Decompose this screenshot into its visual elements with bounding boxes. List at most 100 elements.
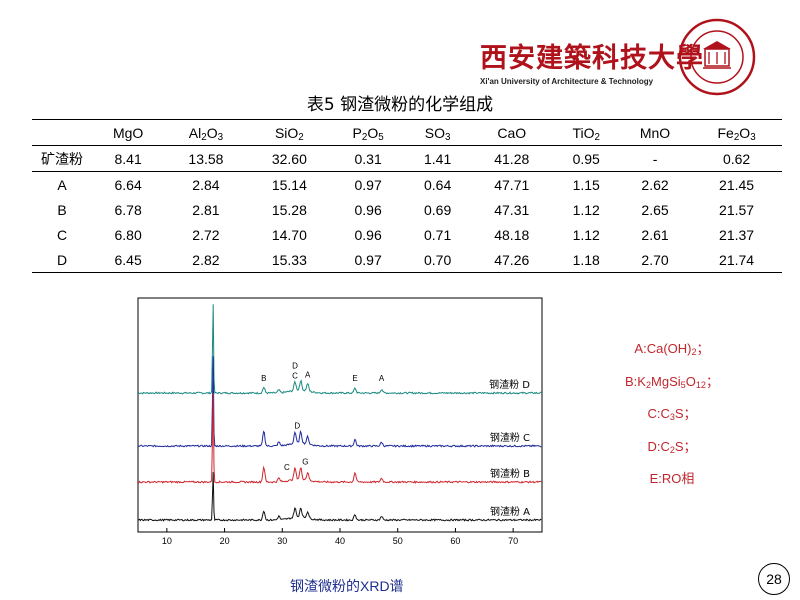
table-cell: 13.58 — [188, 150, 224, 167]
table-cell: 6.45 — [114, 251, 142, 268]
table-cell: 0.97 — [354, 176, 382, 193]
legend-entry-1: B:K2MgSi5O12； — [625, 373, 719, 390]
table-header-row: MgO Al2O3 SiO2 P2O5 SO3 CaO TiO2 MnO Fe2O3 — [32, 119, 782, 146]
table-row: 矿渣粉 8.41 13.58 32.60 0.31 1.41 41.28 0.95 - 0.62 — [32, 146, 782, 172]
table-row: A 6.64 2.84 15.14 0.97 0.64 47.71 1.15 2.62 21.45 — [32, 172, 782, 198]
xrd-series-line-2 — [137, 393, 542, 484]
x-tick-label: 60 — [450, 536, 460, 546]
table-cell: 41.28 — [494, 150, 530, 167]
table-cell: 1.12 — [572, 201, 600, 218]
figure-caption: 钢渣微粉的XRD谱 — [290, 578, 404, 594]
xrd-series-line-3 — [137, 472, 542, 522]
table-cell: 15.14 — [271, 176, 307, 193]
table-row: C 6.80 2.72 14.70 0.96 0.71 48.18 1.12 2.61 21.37 — [32, 222, 782, 247]
row-label: 矿渣粉 — [41, 150, 83, 167]
table-row: B 6.78 2.81 15.28 0.96 0.69 47.31 1.12 2.65 21.57 — [32, 197, 782, 222]
table-cell: 2.62 — [641, 176, 669, 193]
page-number: 28 — [758, 563, 790, 595]
table-cell: 48.18 — [494, 226, 530, 243]
table-cell: 15.33 — [271, 251, 307, 268]
table-cell: 32.60 — [271, 150, 307, 167]
row-label: B — [57, 201, 67, 218]
column-header-4: SO3 — [424, 124, 451, 143]
xrd-series-line-0 — [137, 304, 542, 395]
table-cell: 2.81 — [192, 201, 220, 218]
x-tick-label: 10 — [162, 536, 172, 546]
series-label-3: 钢渣粉 A — [490, 505, 530, 518]
peak-label: E — [352, 374, 357, 383]
peak-label: A — [379, 374, 385, 383]
column-header-2: SiO2 — [274, 124, 304, 143]
table-title: 表5 钢渣微粉的化学组成 — [306, 95, 494, 115]
table-cell: 0.62 — [722, 150, 751, 167]
table-cell: 0.97 — [354, 251, 382, 268]
table-cell: 1.15 — [572, 176, 600, 193]
table-cell: 0.96 — [354, 226, 382, 243]
peak-label: A — [305, 371, 311, 380]
x-tick-label: 40 — [335, 536, 345, 546]
table-cell: 2.72 — [192, 226, 220, 243]
peak-label: B — [261, 374, 266, 383]
table-row: D 6.45 2.82 15.33 0.97 0.70 47.26 1.18 2.70 21.74 — [32, 247, 782, 273]
table-body: 矿渣粉 8.41 13.58 32.60 0.31 1.41 41.28 0.95 - 0.62 A… — [32, 146, 782, 273]
column-header-0: MgO — [112, 124, 144, 141]
column-header-5: CaO — [497, 124, 527, 141]
series-label-2: 钢渣粉 B — [490, 467, 530, 480]
table-cell: 2.82 — [192, 251, 220, 268]
column-header-8: Fe2O3 — [717, 124, 756, 143]
table-cell: 0.64 — [423, 176, 452, 193]
table-cell: - — [652, 150, 658, 167]
table-cell: 2.70 — [641, 251, 669, 268]
x-tick-label: 30 — [277, 536, 287, 546]
table-cell: 15.28 — [271, 201, 307, 218]
phase-legend: A:Ca(OH)2； B:K2MgSi5O12； C:C3S； D:C2S； E:RO相 — [612, 338, 732, 501]
table-cell: 47.71 — [494, 176, 530, 193]
peak-label: C — [284, 463, 290, 472]
table-cell: 0.70 — [423, 251, 452, 268]
peak-label: D — [292, 361, 298, 370]
series-label-0: 钢渣粉 D — [489, 378, 530, 391]
peak-label: D — [294, 422, 300, 431]
table-cell: 8.41 — [114, 150, 142, 167]
table-cell: 2.84 — [192, 176, 220, 193]
column-header-6: TiO2 — [572, 124, 600, 143]
table-cell: 14.70 — [271, 226, 307, 243]
table-cell: 1.12 — [572, 226, 600, 243]
xrd-series-line-1 — [137, 356, 542, 448]
x-tick-label: 50 — [393, 536, 403, 546]
legend-entry-2: C:C3S； — [647, 406, 697, 422]
column-header-3: P2O5 — [352, 124, 384, 143]
legend-entry-3: D:C2S； — [647, 438, 697, 455]
x-tick-label: 70 — [508, 536, 518, 546]
row-label: A — [57, 176, 67, 193]
table-cell: 1.18 — [572, 251, 600, 268]
table-cell: 21.74 — [719, 251, 755, 268]
table-cell: 21.45 — [719, 176, 755, 193]
table-cell: 0.96 — [354, 201, 382, 218]
table-corner-cell — [32, 120, 92, 146]
logo-english-name: Xi'an University of Architecture & Techn… — [480, 77, 654, 86]
logo-chinese-name: 西安建築科技大學 — [480, 43, 704, 74]
table-cell: 21.57 — [719, 201, 755, 218]
legend-entry-0: A:Ca(OH)2； — [634, 341, 710, 357]
row-label: C — [56, 226, 68, 243]
row-label: D — [56, 251, 68, 268]
table-cell: 2.61 — [641, 226, 669, 243]
table-cell: 0.31 — [354, 150, 382, 167]
column-header-1: Al2O3 — [188, 124, 224, 143]
peak-label: G — [302, 458, 308, 467]
table-cell: 0.69 — [423, 201, 452, 218]
legend-entry-4: E:RO相 — [649, 471, 695, 486]
table-cell: 1.41 — [423, 150, 452, 167]
chemical-composition-table: MgO Al2O3 SiO2 P2O5 SO3 CaO TiO2 MnO Fe2O3 矿渣粉 8.… — [32, 119, 782, 273]
table-cell: 0.95 — [572, 150, 600, 167]
table-cell: 6.78 — [114, 201, 142, 218]
table-cell: 21.37 — [719, 226, 755, 243]
series-label-1: 钢渣粉 C — [490, 431, 530, 444]
table-cell: 2.65 — [641, 201, 669, 218]
x-tick-label: 20 — [220, 536, 230, 546]
table-cell: 47.26 — [494, 251, 530, 268]
university-seal-icon — [678, 18, 756, 96]
table-cell: 0.71 — [423, 226, 452, 243]
table-cell: 6.64 — [114, 176, 142, 193]
